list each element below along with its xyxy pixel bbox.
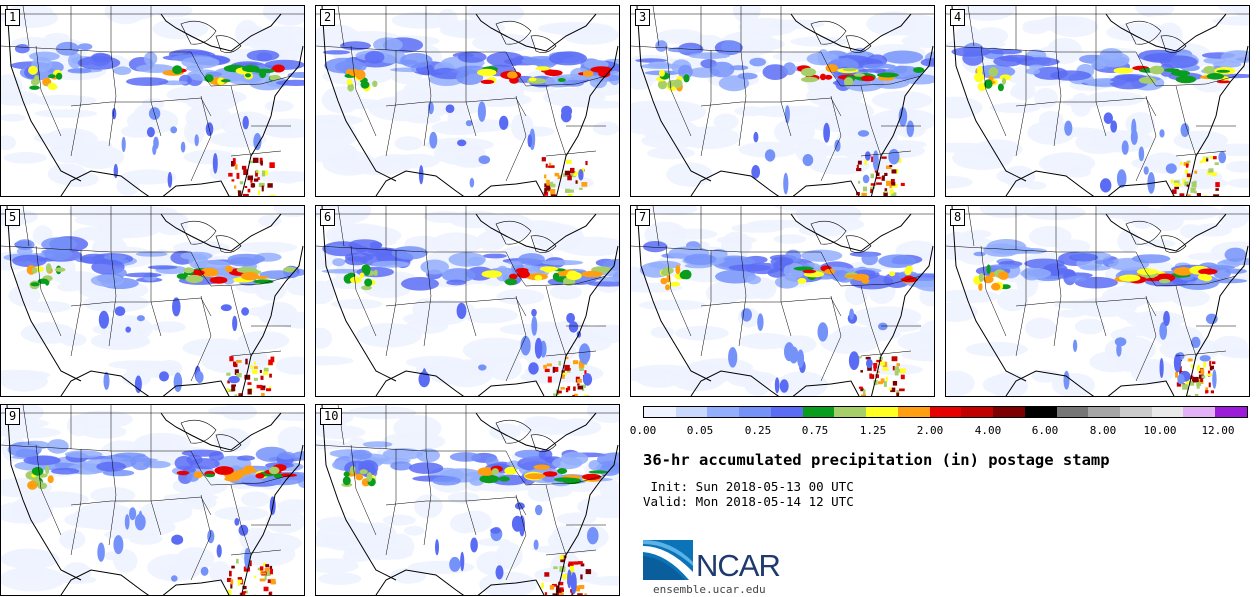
precip-map bbox=[316, 405, 619, 595]
member-map-panel: 5 bbox=[0, 205, 305, 397]
member-map-panel: 3 bbox=[630, 5, 935, 197]
member-map-panel: 2 bbox=[315, 5, 620, 197]
colorbar-swatch bbox=[897, 407, 930, 417]
ncar-logo-icon bbox=[643, 540, 693, 580]
colorbar-tick-label: 10.00 bbox=[1143, 424, 1177, 437]
member-number-label: 2 bbox=[320, 9, 336, 26]
precip-map bbox=[631, 6, 934, 196]
colorbar-swatch bbox=[1056, 407, 1089, 417]
member-number-label: 10 bbox=[320, 408, 343, 425]
precip-map bbox=[946, 6, 1249, 196]
colorbar-swatch bbox=[770, 407, 803, 417]
colorbar-swatch bbox=[866, 407, 898, 417]
member-map-panel: 4 bbox=[945, 5, 1250, 197]
colorbar-swatch bbox=[1183, 407, 1216, 417]
member-map-panel: 1 bbox=[0, 5, 305, 197]
member-number-label: 1 bbox=[5, 9, 21, 26]
member-number-label: 7 bbox=[635, 209, 651, 226]
precip-map bbox=[946, 206, 1249, 396]
member-map-panel: 9 bbox=[0, 404, 305, 596]
colorbar-swatch bbox=[675, 407, 708, 417]
member-number-label: 5 bbox=[5, 209, 21, 226]
colorbar-swatch bbox=[961, 407, 994, 417]
colorbar-tick-label: 6.00 bbox=[1031, 424, 1059, 437]
colorbar-tick-label: 4.00 bbox=[974, 424, 1002, 437]
colorbar-swatch bbox=[993, 407, 1025, 417]
member-number-label: 8 bbox=[950, 209, 966, 226]
ncar-logo-text: NCAR bbox=[696, 548, 781, 583]
colorbar-swatch bbox=[834, 407, 867, 417]
member-number-label: 6 bbox=[320, 209, 336, 226]
colorbar-swatch bbox=[802, 407, 835, 417]
colorbar-tick-label: 8.00 bbox=[1089, 424, 1117, 437]
member-map-panel: 6 bbox=[315, 205, 620, 397]
precip-map bbox=[316, 6, 619, 196]
colorbar-tick-label: 0.75 bbox=[801, 424, 829, 437]
colorbar-swatch bbox=[644, 407, 676, 417]
colorbar-swatch bbox=[1088, 407, 1121, 417]
colorbar-swatch bbox=[1151, 407, 1184, 417]
precip-map bbox=[1, 206, 304, 396]
colorbar-swatch bbox=[1024, 407, 1057, 417]
colorbar-tick-label: 0.25 bbox=[744, 424, 772, 437]
site-url: ensemble.ucar.edu bbox=[653, 583, 766, 596]
precip-colorbar bbox=[643, 406, 1248, 418]
colorbar-tick-label: 2.00 bbox=[916, 424, 944, 437]
init-time: Init: Sun 2018-05-13 00 UTC bbox=[643, 479, 854, 494]
member-map-panel: 10 bbox=[315, 404, 620, 596]
colorbar-tick-label: 0.00 bbox=[629, 424, 657, 437]
product-title: 36-hr accumulated precipitation (in) pos… bbox=[643, 451, 1110, 469]
valid-time: Valid: Mon 2018-05-14 12 UTC bbox=[643, 494, 854, 509]
colorbar-tick-label: 12.00 bbox=[1201, 424, 1235, 437]
colorbar-swatch bbox=[929, 407, 962, 417]
colorbar-tick-label: 0.05 bbox=[686, 424, 714, 437]
precip-map bbox=[1, 405, 304, 595]
member-map-panel: 8 bbox=[945, 205, 1250, 397]
colorbar-swatch bbox=[739, 407, 771, 417]
member-number-label: 9 bbox=[5, 408, 21, 425]
member-map-panel: 7 bbox=[630, 205, 935, 397]
member-number-label: 3 bbox=[635, 9, 651, 26]
member-number-label: 4 bbox=[950, 9, 966, 26]
colorbar-swatch bbox=[1215, 407, 1247, 417]
colorbar-tick-label: 1.25 bbox=[859, 424, 887, 437]
colorbar-swatch bbox=[1120, 407, 1152, 417]
precip-map bbox=[316, 206, 619, 396]
precip-map bbox=[1, 6, 304, 196]
precip-map bbox=[631, 206, 934, 396]
colorbar-swatch bbox=[707, 407, 740, 417]
